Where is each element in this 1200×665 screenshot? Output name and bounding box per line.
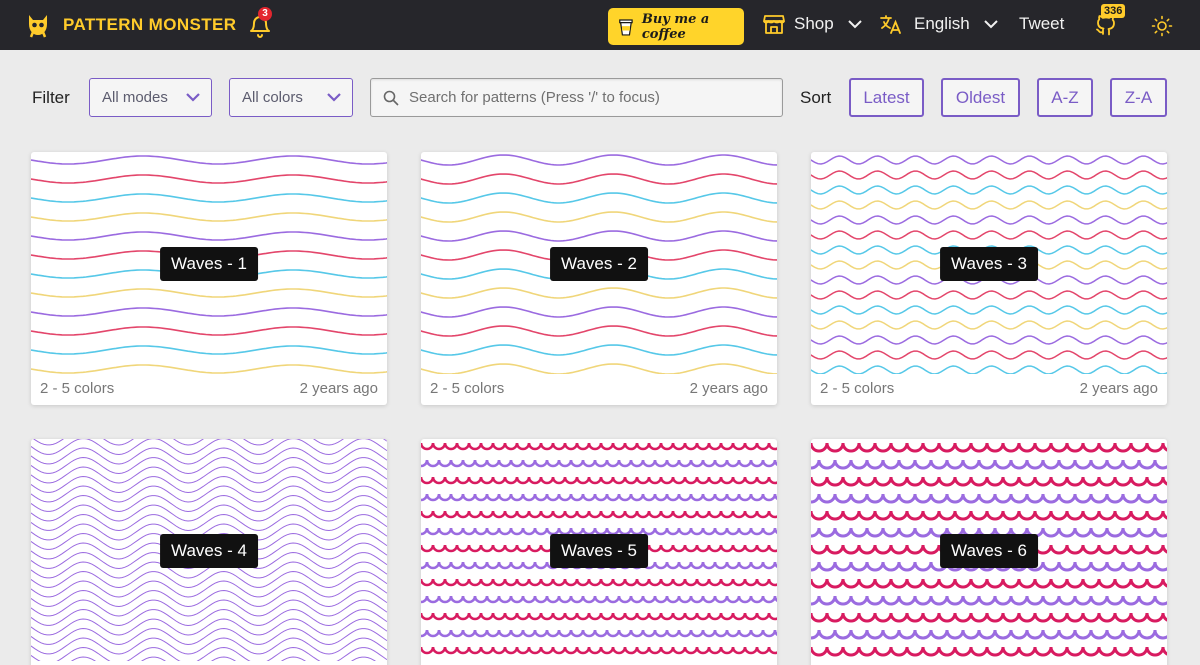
navbar: PATTERN MONSTER 3 Buy me a coffee Shop E… [0,0,1200,50]
pattern-title: Waves - 4 [160,534,258,568]
notification-badge: 3 [258,7,272,21]
pattern-card-waves-4[interactable]: Waves - 4 [31,439,387,665]
tweet-label: Tweet [1019,14,1065,33]
translate-icon [880,15,901,34]
pattern-card-waves-2[interactable]: Waves - 2 2 - 5 colors 2 years ago [421,152,777,405]
monster-logo-icon [29,15,47,38]
pattern-colors: 2 - 5 colors [40,380,115,397]
tweet-link[interactable]: Tweet [1019,14,1064,34]
pattern-preview [421,152,777,374]
language-label: English [914,14,970,33]
pattern-card-waves-3[interactable]: Waves - 3 2 - 5 colors 2 years ago [811,152,1167,405]
mode-select-value: All modes [102,89,168,106]
coffee-cup-icon [619,18,633,36]
sort-za-button[interactable]: Z-A [1110,78,1167,117]
pattern-meta: 2 - 5 colors 2 years ago [40,380,378,397]
color-select[interactable]: All colors [229,78,353,117]
search-icon [383,90,399,106]
store-icon [763,15,785,34]
pattern-title: Waves - 5 [550,534,648,568]
pattern-card-waves-6[interactable]: Waves - 6 [811,439,1167,665]
brand[interactable]: PATTERN MONSTER [25,12,236,38]
language-select[interactable]: English [880,14,998,34]
pattern-preview [811,439,1167,661]
color-select-value: All colors [242,89,303,106]
sort-label: Sort [800,88,832,107]
pattern-colors: 2 - 5 colors [820,380,895,397]
search-box [370,78,783,117]
pattern-age: 2 years ago [689,380,768,397]
chevron-down-icon [847,19,862,28]
github-stars-badge: 336 [1101,4,1126,18]
chevron-down-icon [327,93,341,102]
pattern-card-waves-5[interactable]: Waves - 5 [421,439,777,665]
chevron-down-icon [984,19,998,28]
pattern-colors: 2 - 5 colors [430,380,505,397]
pattern-preview [31,439,387,661]
pattern-preview [31,152,387,374]
pattern-title: Waves - 6 [940,534,1038,568]
pattern-age: 2 years ago [299,380,378,397]
chevron-down-icon [186,93,200,102]
search-input[interactable] [409,89,769,106]
pattern-preview [811,152,1167,374]
shop-menu[interactable]: Shop [763,14,862,34]
mode-select[interactable]: All modes [89,78,212,117]
pattern-age: 2 years ago [1079,380,1158,397]
pattern-title: Waves - 3 [940,247,1038,281]
buy-coffee-label: Buy me a coffee [641,11,710,42]
pattern-title: Waves - 1 [160,247,258,281]
pattern-meta: 2 - 5 colors 2 years ago [430,380,768,397]
sort-latest-button[interactable]: Latest [849,78,924,117]
filter-label: Filter [32,88,70,107]
shop-label: Shop [794,14,834,33]
buy-coffee-button[interactable]: Buy me a coffee [608,8,744,45]
sort-az-button[interactable]: A-Z [1037,78,1093,117]
pattern-card-waves-1[interactable]: Waves - 1 2 - 5 colors 2 years ago [31,152,387,405]
pattern-title: Waves - 2 [550,247,648,281]
sort-oldest-button[interactable]: Oldest [941,78,1020,117]
sun-icon[interactable] [1151,15,1173,37]
pattern-meta: 2 - 5 colors 2 years ago [820,380,1158,397]
brand-name: PATTERN MONSTER [63,15,237,34]
